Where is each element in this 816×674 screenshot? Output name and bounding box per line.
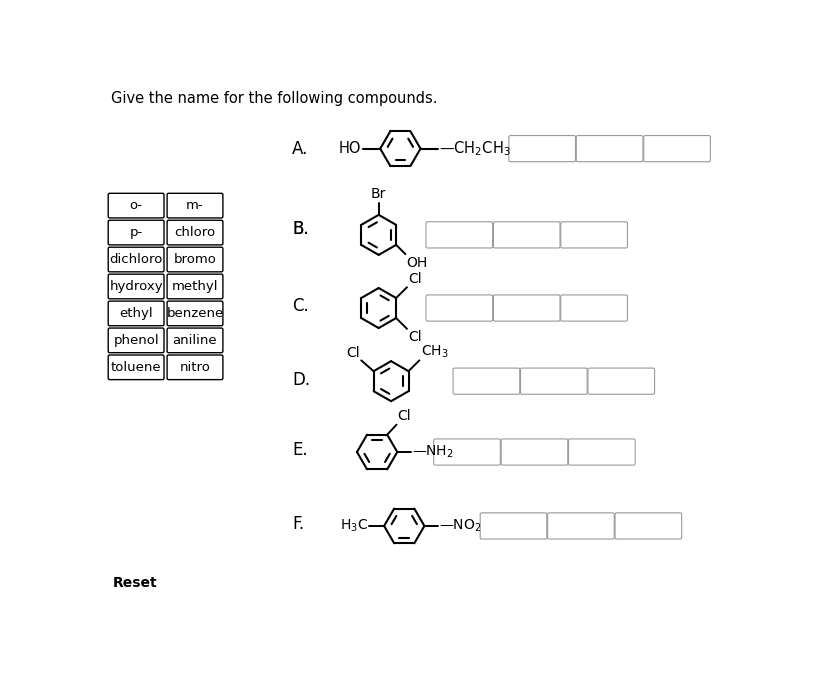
FancyBboxPatch shape <box>569 439 635 465</box>
Text: E.: E. <box>292 441 308 460</box>
FancyBboxPatch shape <box>501 439 568 465</box>
Text: CH$_3$: CH$_3$ <box>421 343 449 360</box>
FancyBboxPatch shape <box>426 295 493 321</box>
FancyBboxPatch shape <box>521 368 588 394</box>
Text: methyl: methyl <box>171 280 218 293</box>
Text: B.: B. <box>292 220 308 239</box>
Text: Cl: Cl <box>397 409 411 423</box>
Text: A.: A. <box>292 140 308 158</box>
FancyBboxPatch shape <box>615 513 681 539</box>
FancyBboxPatch shape <box>167 193 223 218</box>
FancyBboxPatch shape <box>109 220 164 245</box>
FancyBboxPatch shape <box>109 274 164 299</box>
Text: OH: OH <box>406 255 428 270</box>
Text: aniline: aniline <box>173 334 217 347</box>
Text: Cl: Cl <box>346 346 360 360</box>
Text: H$_3$C: H$_3$C <box>339 518 368 534</box>
FancyBboxPatch shape <box>480 513 547 539</box>
Text: p-: p- <box>130 226 143 239</box>
FancyBboxPatch shape <box>453 368 520 394</box>
Text: HO: HO <box>339 141 361 156</box>
FancyBboxPatch shape <box>167 301 223 326</box>
FancyBboxPatch shape <box>588 368 654 394</box>
Text: phenol: phenol <box>113 334 159 347</box>
Text: —NO$_2$: —NO$_2$ <box>439 518 481 534</box>
Text: hydroxy: hydroxy <box>109 280 163 293</box>
Text: m-: m- <box>186 199 204 212</box>
FancyBboxPatch shape <box>167 355 223 379</box>
Text: Cl: Cl <box>408 272 421 286</box>
Text: Cl: Cl <box>408 330 421 344</box>
FancyBboxPatch shape <box>426 222 493 248</box>
Text: Br: Br <box>371 187 386 201</box>
FancyBboxPatch shape <box>644 135 711 162</box>
FancyBboxPatch shape <box>548 513 614 539</box>
Text: —CH$_2$CH$_3$: —CH$_2$CH$_3$ <box>439 140 511 158</box>
FancyBboxPatch shape <box>561 222 628 248</box>
Text: nitro: nitro <box>180 361 211 374</box>
FancyBboxPatch shape <box>167 247 223 272</box>
Text: chloro: chloro <box>175 226 215 239</box>
Text: Give the name for the following compounds.: Give the name for the following compound… <box>111 91 438 106</box>
Text: o-: o- <box>130 199 143 212</box>
FancyBboxPatch shape <box>109 328 164 353</box>
Text: B.: B. <box>292 220 308 239</box>
Text: bromo: bromo <box>174 253 216 266</box>
Text: Reset: Reset <box>113 576 157 590</box>
FancyBboxPatch shape <box>109 355 164 379</box>
FancyBboxPatch shape <box>561 295 628 321</box>
Text: F.: F. <box>292 515 304 532</box>
FancyBboxPatch shape <box>167 220 223 245</box>
FancyBboxPatch shape <box>576 135 643 162</box>
FancyBboxPatch shape <box>509 135 575 162</box>
FancyBboxPatch shape <box>109 247 164 272</box>
FancyBboxPatch shape <box>494 222 560 248</box>
Text: ethyl: ethyl <box>119 307 153 320</box>
Text: C.: C. <box>292 297 308 315</box>
FancyBboxPatch shape <box>109 193 164 218</box>
FancyBboxPatch shape <box>109 301 164 326</box>
Text: benzene: benzene <box>166 307 224 320</box>
FancyBboxPatch shape <box>433 439 500 465</box>
FancyBboxPatch shape <box>167 328 223 353</box>
Text: —NH$_2$: —NH$_2$ <box>412 443 454 460</box>
Text: toluene: toluene <box>111 361 162 374</box>
Text: dichloro: dichloro <box>109 253 162 266</box>
Text: D.: D. <box>292 371 310 389</box>
FancyBboxPatch shape <box>494 295 560 321</box>
FancyBboxPatch shape <box>167 274 223 299</box>
